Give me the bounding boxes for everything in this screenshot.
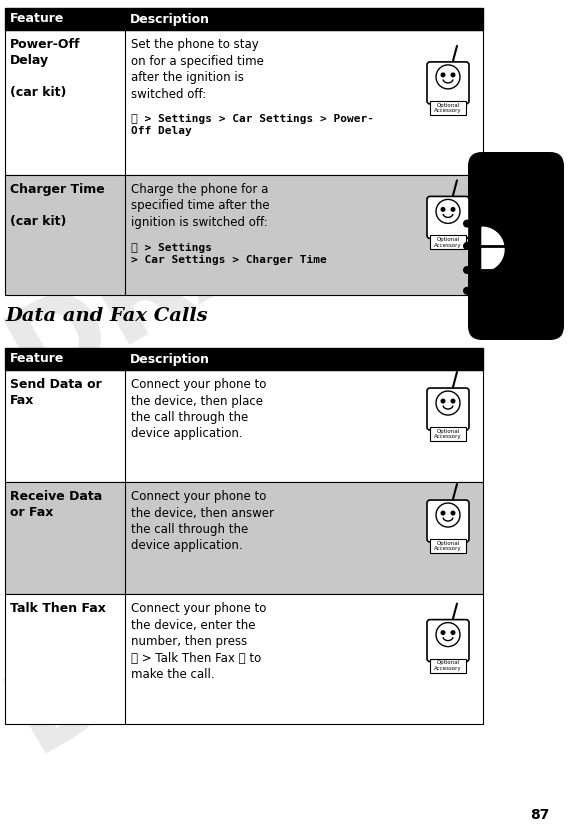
Circle shape [441, 73, 445, 78]
Text: Send Data or
Fax: Send Data or Fax [10, 378, 102, 407]
Text: Data and Fax Calls: Data and Fax Calls [5, 307, 208, 325]
Circle shape [436, 391, 460, 415]
Text: Feature: Feature [10, 13, 64, 26]
Circle shape [441, 630, 445, 635]
Circle shape [451, 73, 455, 78]
Bar [5, 594, 483, 724]
Circle shape [463, 220, 471, 227]
Text: Description: Description [130, 353, 210, 365]
Circle shape [451, 511, 455, 516]
Bar [430, 659, 466, 673]
Text: Set the phone to stay
on for a specified time
after the ignition is
switched off: Set the phone to stay on for a specified… [131, 38, 264, 100]
Text: Phone Features: Phone Features [515, 186, 528, 296]
Circle shape [463, 242, 471, 250]
Circle shape [463, 287, 471, 295]
Text: Feature: Feature [10, 353, 64, 365]
Bar [5, 348, 483, 370]
Bar [430, 539, 466, 553]
Text: Optional
Accessory: Optional Accessory [434, 660, 462, 671]
Circle shape [441, 206, 445, 212]
Text: Connect your phone to
the device, then answer
the call through the
device applic: Connect your phone to the device, then a… [131, 490, 274, 553]
Circle shape [436, 503, 460, 527]
Text: Charge the phone for a
specified time after the
ignition is switched off:: Charge the phone for a specified time af… [131, 183, 269, 229]
Bar [5, 8, 483, 30]
Text: DRAFT: DRAFT [0, 456, 430, 776]
Text: DRAFT: DRAFT [0, 96, 430, 416]
Circle shape [463, 266, 471, 274]
Circle shape [436, 200, 460, 223]
Text: Connect your phone to
the device, then place
the call through the
device applica: Connect your phone to the device, then p… [131, 378, 266, 441]
Bar [5, 482, 483, 594]
Bar [5, 30, 483, 175]
Circle shape [451, 206, 455, 212]
Text: Optional
Accessory: Optional Accessory [434, 541, 462, 552]
Text: Optional
Accessory: Optional Accessory [434, 429, 462, 440]
Text: Description: Description [130, 13, 210, 26]
FancyBboxPatch shape [427, 62, 469, 104]
Bar [430, 236, 466, 249]
Circle shape [451, 399, 455, 404]
FancyBboxPatch shape [427, 388, 469, 430]
Text: Talk Then Fax: Talk Then Fax [10, 602, 106, 615]
Bar [430, 427, 466, 441]
Text: 87: 87 [531, 808, 550, 822]
Circle shape [451, 630, 455, 635]
Circle shape [436, 623, 460, 646]
FancyBboxPatch shape [427, 619, 469, 661]
FancyBboxPatch shape [427, 500, 469, 542]
FancyBboxPatch shape [468, 152, 564, 340]
Bar [430, 101, 466, 115]
Text: Connect your phone to
the device, enter the
number, then press
⒢ > Talk Then Fax: Connect your phone to the device, enter … [131, 602, 266, 681]
Text: Charger Time

(car kit): Charger Time (car kit) [10, 183, 105, 228]
Text: ⒢ > Settings > Car Settings > Power-
Off Delay: ⒢ > Settings > Car Settings > Power- Off… [131, 114, 374, 136]
FancyBboxPatch shape [427, 196, 469, 238]
Circle shape [441, 511, 445, 516]
Text: Power-Off
Delay

(car kit): Power-Off Delay (car kit) [10, 38, 80, 99]
Polygon shape [482, 227, 504, 271]
Text: Optional
Accessory: Optional Accessory [434, 237, 462, 247]
Circle shape [441, 399, 445, 404]
Text: ⒢ > Settings
> Car Settings > Charger Time: ⒢ > Settings > Car Settings > Charger Ti… [131, 242, 326, 265]
Circle shape [436, 65, 460, 89]
Bar [5, 370, 483, 482]
Text: Optional
Accessory: Optional Accessory [434, 103, 462, 114]
Bar [5, 175, 483, 295]
Text: Receive Data
or Fax: Receive Data or Fax [10, 490, 102, 519]
